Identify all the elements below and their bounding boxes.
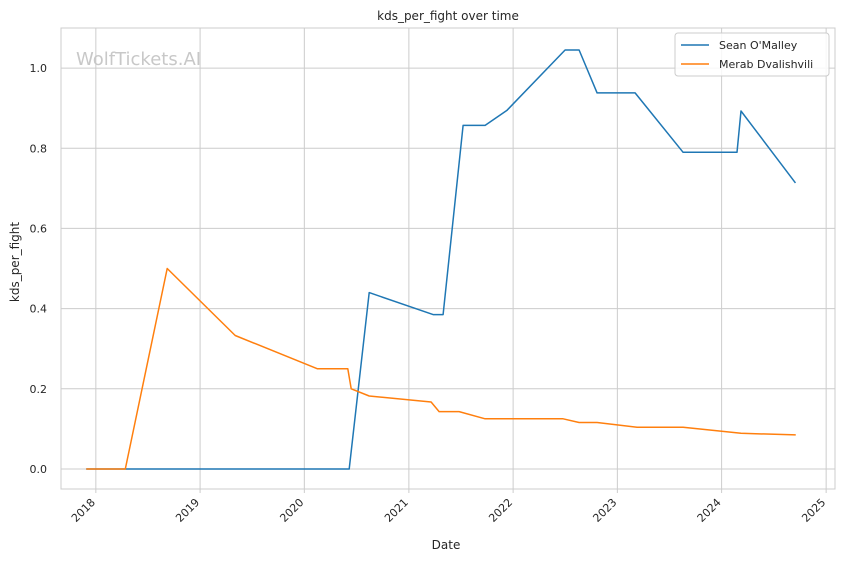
legend: Sean O'Malley Merab Dvalishvili (674, 32, 830, 77)
legend-entry-2: Merab Dvalishvili (719, 58, 813, 71)
y-tick-label: 0.8 (30, 142, 48, 155)
y-axis-label: kds_per_fight (8, 222, 22, 303)
series-lines (86, 49, 797, 470)
series-line-1 (86, 49, 797, 470)
watermark: WolfTickets.AI (76, 49, 201, 70)
y-tick-label: 0.4 (30, 303, 48, 316)
y-axis-ticks: 0.0 0.2 0.4 0.6 0.8 1.0 (30, 62, 48, 476)
legend-frame (674, 32, 830, 77)
legend-entry-1: Sean O'Malley (719, 39, 798, 52)
series-line-2 (86, 267, 796, 470)
chart-title: kds_per_fight over time (377, 9, 519, 23)
y-tick-label: 0.2 (30, 383, 48, 396)
x-axis-ticks: 2018 2019 2020 2021 2022 2023 2024 2025 (69, 489, 828, 525)
y-tick-label: 0.0 (30, 463, 48, 476)
plot-frame (60, 27, 836, 490)
y-tick-label: 0.6 (30, 222, 48, 235)
y-tick-label: 1.0 (30, 62, 48, 75)
plot-area (61, 28, 835, 489)
x-axis-label: Date (432, 538, 461, 552)
